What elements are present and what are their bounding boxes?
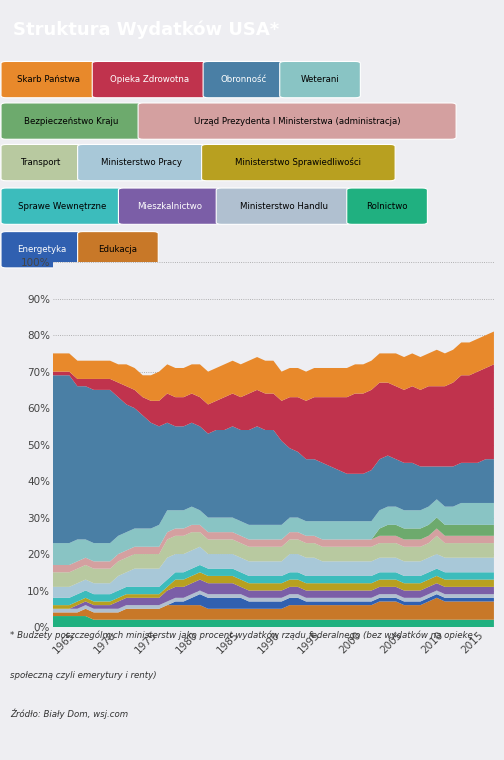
FancyBboxPatch shape — [1, 62, 96, 98]
Text: Urząd Prezydenta I Ministerstwa (administracja): Urząd Prezydenta I Ministerstwa (adminis… — [194, 116, 400, 125]
Text: Energetyka: Energetyka — [17, 245, 66, 255]
FancyBboxPatch shape — [138, 103, 456, 139]
FancyBboxPatch shape — [78, 144, 206, 181]
FancyBboxPatch shape — [203, 62, 284, 98]
FancyBboxPatch shape — [1, 103, 142, 139]
Text: Weterani: Weterani — [301, 75, 339, 84]
Text: Rolnictwo: Rolnictwo — [366, 201, 408, 211]
Text: Źródło: Biały Dom, wsj.com: Źródło: Biały Dom, wsj.com — [10, 708, 128, 719]
Text: Sprawe Wewnętrzne: Sprawe Wewnętrzne — [18, 201, 106, 211]
FancyBboxPatch shape — [216, 188, 351, 224]
FancyBboxPatch shape — [118, 188, 220, 224]
FancyBboxPatch shape — [1, 232, 82, 268]
FancyBboxPatch shape — [347, 188, 427, 224]
Text: Skarb Państwa: Skarb Państwa — [17, 75, 80, 84]
Text: Edukacja: Edukacja — [98, 245, 138, 255]
FancyBboxPatch shape — [202, 144, 395, 181]
Text: Obronność: Obronność — [220, 75, 267, 84]
Text: Ministerstwo Handlu: Ministerstwo Handlu — [239, 201, 328, 211]
Text: Struktura Wydatków USA*: Struktura Wydatków USA* — [13, 21, 279, 40]
FancyBboxPatch shape — [78, 232, 158, 268]
FancyBboxPatch shape — [280, 62, 360, 98]
FancyBboxPatch shape — [92, 62, 207, 98]
Text: Opieka Zdrowotna: Opieka Zdrowotna — [110, 75, 189, 84]
FancyBboxPatch shape — [1, 144, 82, 181]
Text: Mieszkalnictwo: Mieszkalnictwo — [137, 201, 202, 211]
Text: * Budżety poszczególnych ministerstw jako procent wydatków rządu federalnego (be: * Budżety poszczególnych ministerstw jak… — [10, 631, 473, 640]
FancyBboxPatch shape — [1, 188, 122, 224]
Text: Bezpieczeństwo Kraju: Bezpieczeństwo Kraju — [24, 116, 119, 125]
Text: Transport: Transport — [21, 158, 61, 167]
Text: Ministerstwo Sprawiedliwości: Ministerstwo Sprawiedliwości — [235, 158, 361, 167]
Text: społeczną czyli emerytury i renty): społeczną czyli emerytury i renty) — [10, 671, 157, 680]
Text: Ministerstwo Pracy: Ministerstwo Pracy — [101, 158, 182, 167]
